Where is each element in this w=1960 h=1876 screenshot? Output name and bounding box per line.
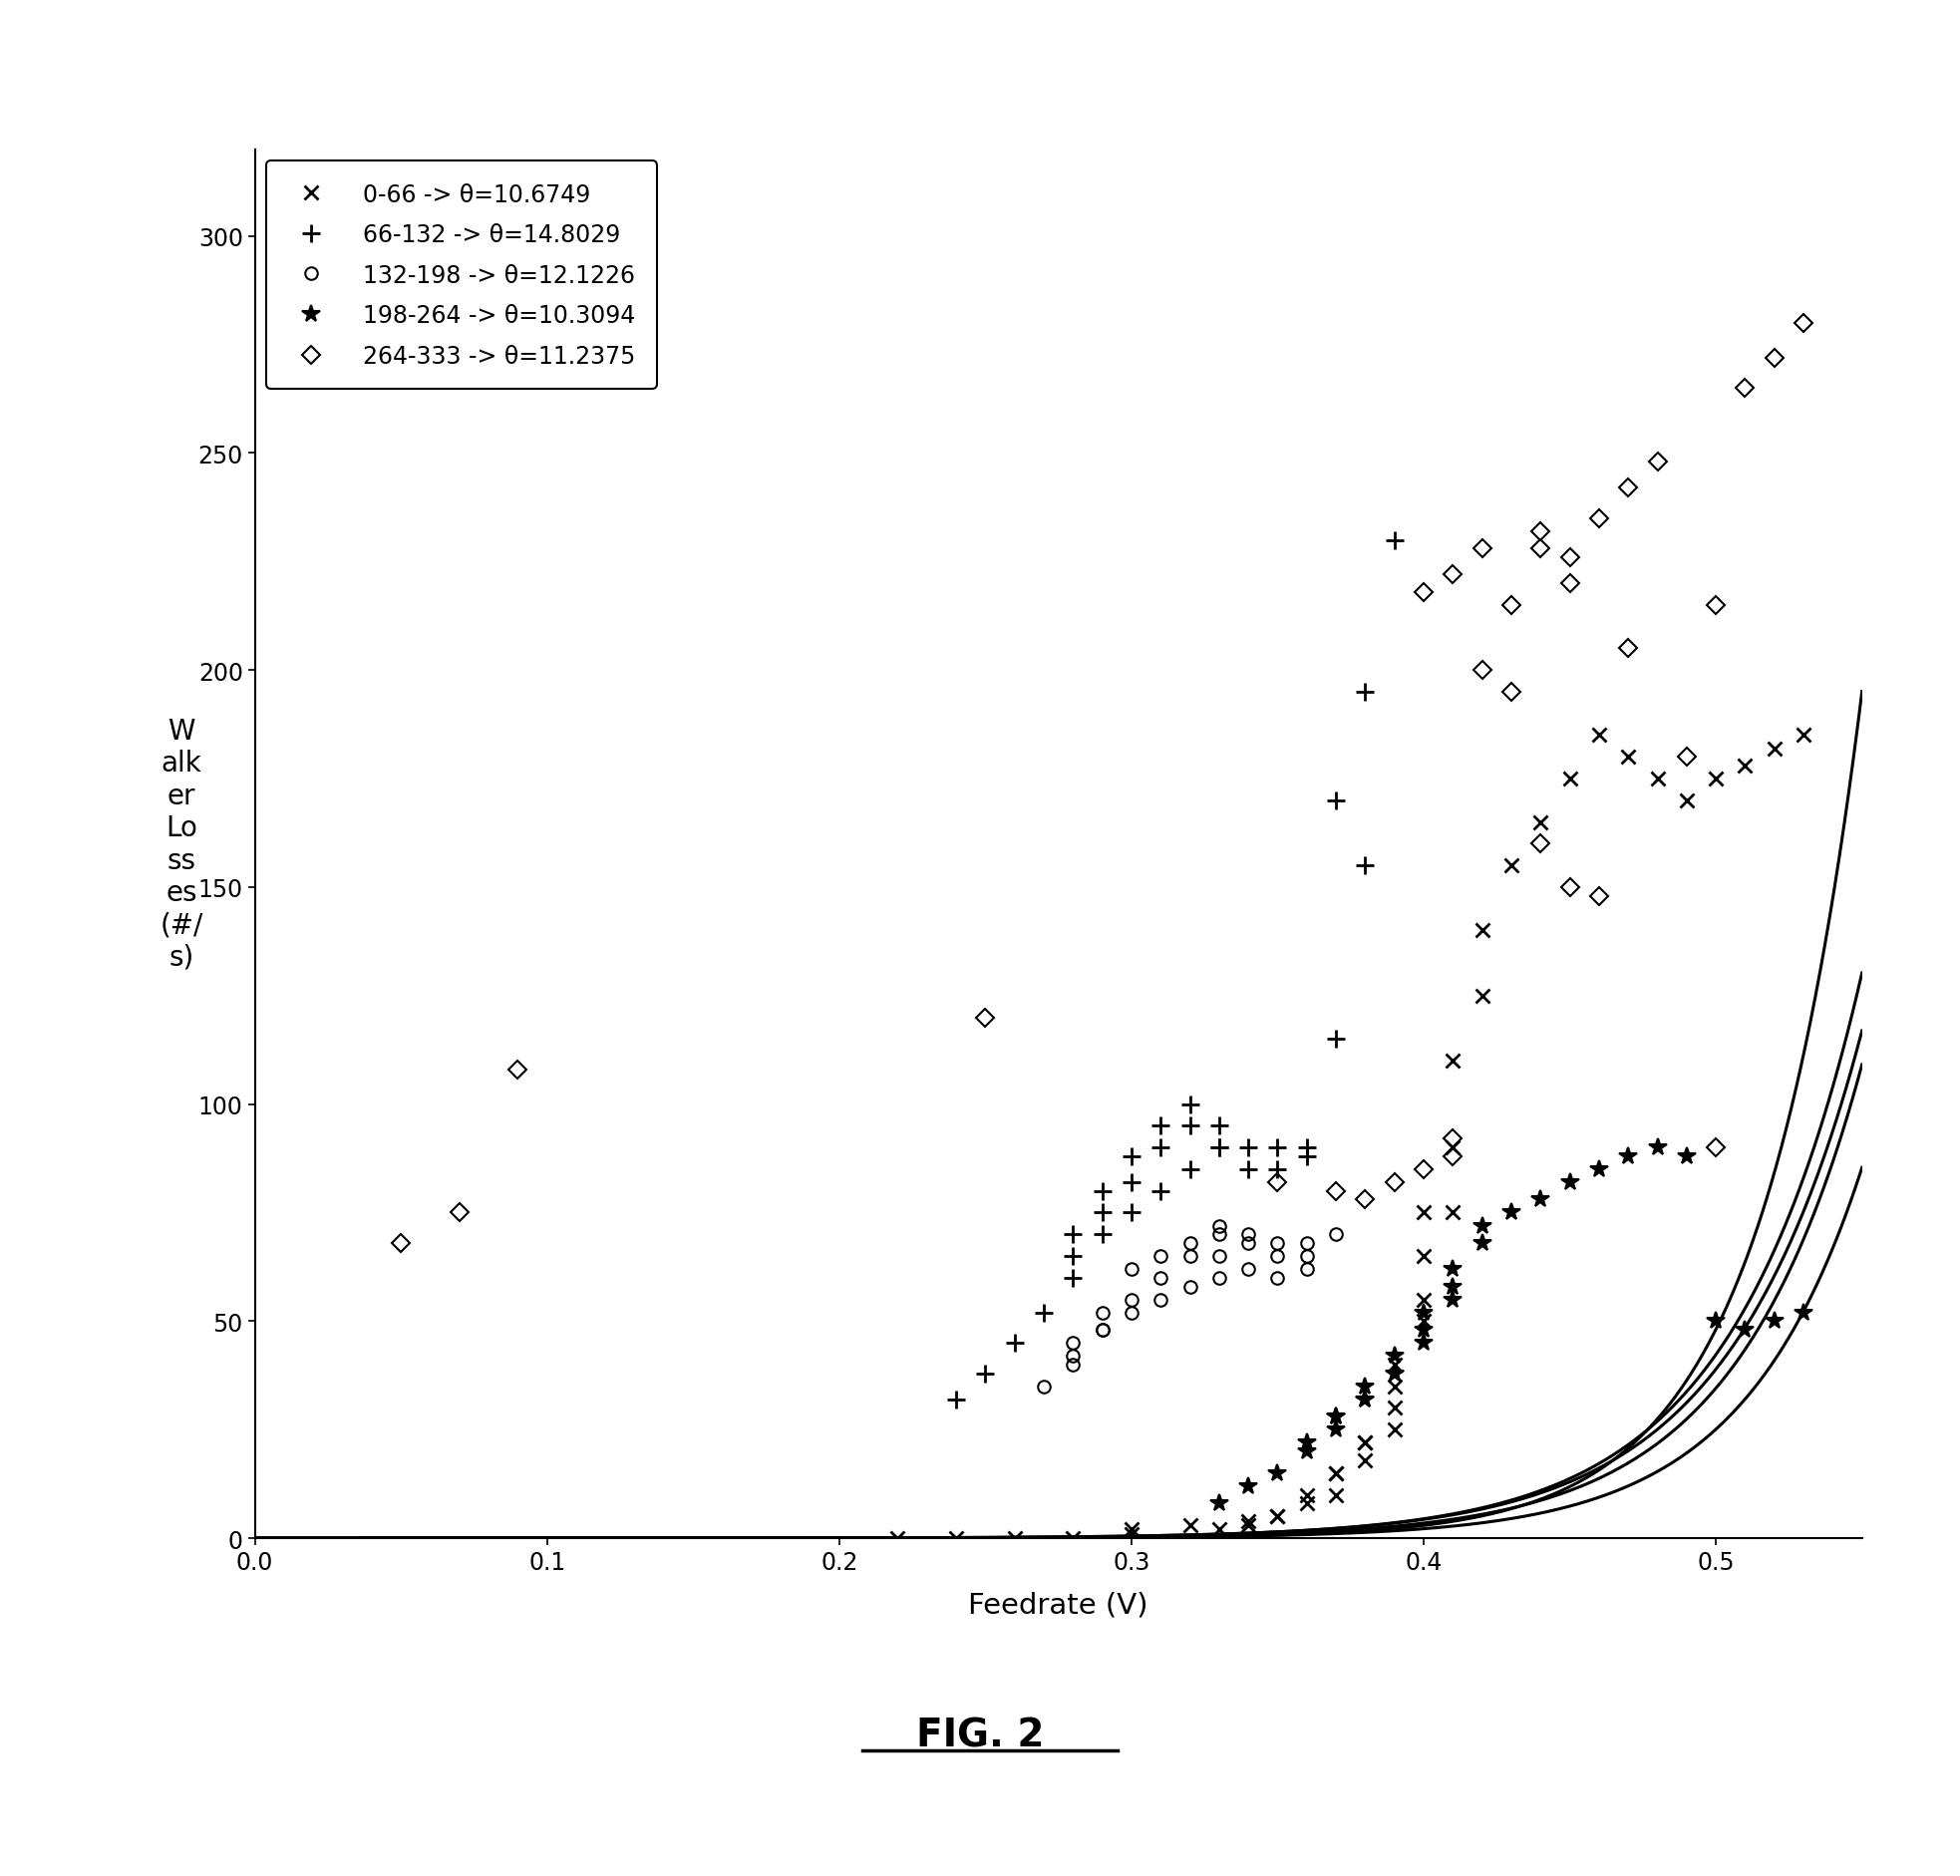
Legend: 0-66 -> θ=10.6749, 66-132 -> θ=14.8029, 132-198 -> θ=12.1226, 198-264 -> θ=10.30: 0-66 -> θ=10.6749, 66-132 -> θ=14.8029, … [267,161,657,390]
X-axis label: Feedrate (V): Feedrate (V) [968,1591,1149,1619]
Y-axis label: W
alk
er
Lo
ss
es
(#/
s): W alk er Lo ss es (#/ s) [159,717,204,972]
Text: FIG. 2: FIG. 2 [915,1717,1045,1754]
